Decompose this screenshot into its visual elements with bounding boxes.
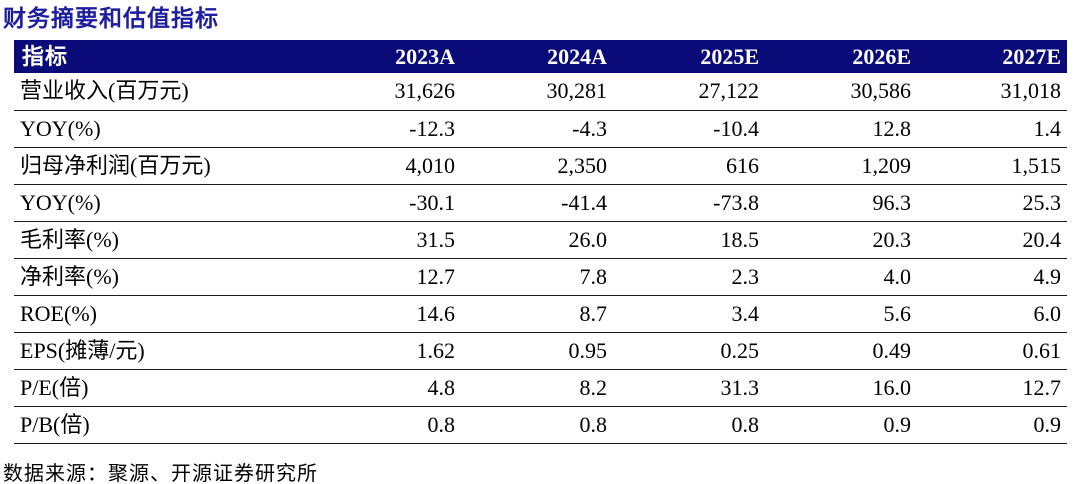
cell-value: 0.9: [765, 406, 917, 444]
row-label: P/E(倍): [14, 369, 309, 407]
cell-value: 25.3: [917, 184, 1067, 222]
column-header: 2027E: [917, 40, 1067, 73]
table-row: 毛利率(%) 31.5 26.0 18.5 20.3 20.4: [14, 221, 1067, 259]
cell-value: 27,122: [613, 73, 765, 111]
table-row: YOY(%) -12.3 -4.3 -10.4 12.8 1.4: [14, 110, 1067, 148]
cell-value: 12.7: [309, 258, 461, 296]
cell-value: 18.5: [613, 221, 765, 259]
cell-value: 1,209: [765, 147, 917, 185]
column-header-label: 指标: [14, 40, 309, 73]
cell-value: 31.3: [613, 369, 765, 407]
row-label: 营业收入(百万元): [14, 73, 309, 111]
row-label: EPS(摊薄/元): [14, 332, 309, 370]
cell-value: -30.1: [309, 184, 461, 222]
table-row: EPS(摊薄/元) 1.62 0.95 0.25 0.49 0.61: [14, 332, 1067, 370]
cell-value: 0.8: [309, 406, 461, 444]
row-label: ROE(%): [14, 295, 309, 333]
table-header: 指标 2023A 2024A 2025E 2026E 2027E: [14, 40, 1067, 73]
column-header: 2026E: [765, 40, 917, 73]
cell-value: -12.3: [309, 110, 461, 148]
table-row: 营业收入(百万元) 31,626 30,281 27,122 30,586 31,018: [14, 73, 1067, 111]
cell-value: 0.8: [461, 406, 613, 444]
cell-value: 0.61: [917, 332, 1067, 370]
cell-value: 8.7: [461, 295, 613, 333]
cell-value: 30,281: [461, 73, 613, 111]
cell-value: 14.6: [309, 295, 461, 333]
cell-value: 2.3: [613, 258, 765, 296]
cell-value: 20.3: [765, 221, 917, 259]
cell-value: -41.4: [461, 184, 613, 222]
row-label: YOY(%): [14, 110, 309, 148]
cell-value: 96.3: [765, 184, 917, 222]
cell-value: 5.6: [765, 295, 917, 333]
cell-value: 1.4: [917, 110, 1067, 148]
row-label: 毛利率(%): [14, 221, 309, 259]
cell-value: 0.49: [765, 332, 917, 370]
cell-value: 3.4: [613, 295, 765, 333]
cell-value: 1,515: [917, 147, 1067, 185]
row-label: 归母净利润(百万元): [14, 147, 309, 185]
cell-value: 31,018: [917, 73, 1067, 111]
row-label: 净利率(%): [14, 258, 309, 296]
cell-value: 8.2: [461, 369, 613, 407]
table-row: P/B(倍) 0.8 0.8 0.8 0.9 0.9: [14, 406, 1067, 444]
table-row: 净利率(%) 12.7 7.8 2.3 4.0 4.9: [14, 258, 1067, 296]
cell-value: 0.25: [613, 332, 765, 370]
column-header: 2024A: [461, 40, 613, 73]
cell-value: 4,010: [309, 147, 461, 185]
table-row: 归母净利润(百万元) 4,010 2,350 616 1,209 1,515: [14, 147, 1067, 185]
cell-value: 26.0: [461, 221, 613, 259]
row-label: YOY(%): [14, 184, 309, 222]
cell-value: 16.0: [765, 369, 917, 407]
cell-value: 0.8: [613, 406, 765, 444]
column-header: 2025E: [613, 40, 765, 73]
cell-value: -4.3: [461, 110, 613, 148]
cell-value: 6.0: [917, 295, 1067, 333]
cell-value: -10.4: [613, 110, 765, 148]
table-body: 营业收入(百万元) 31,626 30,281 27,122 30,586 31,018 Y…: [14, 73, 1067, 444]
cell-value: 1.62: [309, 332, 461, 370]
column-header: 2023A: [309, 40, 461, 73]
table-row: YOY(%) -30.1 -41.4 -73.8 96.3 25.3: [14, 184, 1067, 222]
cell-value: 616: [613, 147, 765, 185]
cell-value: 4.8: [309, 369, 461, 407]
cell-value: 20.4: [917, 221, 1067, 259]
cell-value: 30,586: [765, 73, 917, 111]
data-source-note: 数据来源：聚源、开源证券研究所: [3, 462, 318, 484]
cell-value: 4.9: [917, 258, 1067, 296]
cell-value: 12.7: [917, 369, 1067, 407]
table-row: P/E(倍) 4.8 8.2 31.3 16.0 12.7: [14, 369, 1067, 407]
cell-value: 31,626: [309, 73, 461, 111]
cell-value: 4.0: [765, 258, 917, 296]
cell-value: 31.5: [309, 221, 461, 259]
page-title: 财务摘要和估值指标: [3, 6, 219, 31]
row-label: P/B(倍): [14, 406, 309, 444]
table-row: ROE(%) 14.6 8.7 3.4 5.6 6.0: [14, 295, 1067, 333]
cell-value: 2,350: [461, 147, 613, 185]
cell-value: 0.9: [917, 406, 1067, 444]
header-row: 指标 2023A 2024A 2025E 2026E 2027E: [14, 40, 1067, 73]
cell-value: 12.8: [765, 110, 917, 148]
cell-value: 7.8: [461, 258, 613, 296]
cell-value: 0.95: [461, 332, 613, 370]
cell-value: -73.8: [613, 184, 765, 222]
financial-metrics-table: 指标 2023A 2024A 2025E 2026E 2027E 营业收入(百万元) 31,…: [14, 40, 1067, 444]
